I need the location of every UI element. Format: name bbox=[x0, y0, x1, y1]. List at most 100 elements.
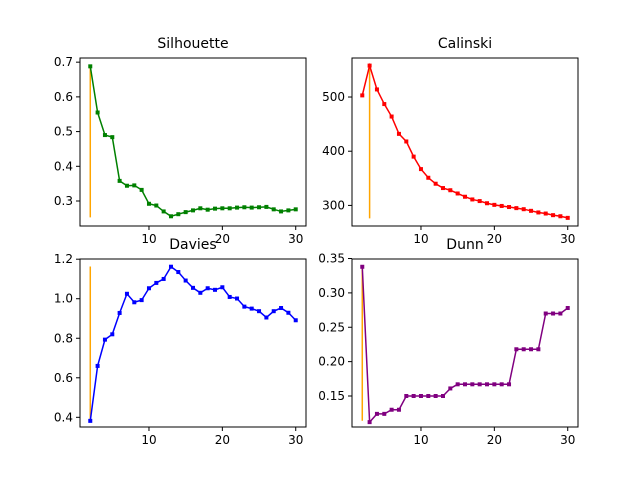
davies-y-tick-label: 0.4 bbox=[54, 410, 73, 424]
silhouette-point bbox=[132, 183, 137, 188]
davies-point bbox=[124, 291, 129, 296]
calinski-point bbox=[536, 210, 541, 215]
davies-point bbox=[235, 296, 240, 301]
dunn-point bbox=[396, 407, 401, 412]
silhouette-point bbox=[183, 210, 188, 215]
davies-y-tick-label: 1.2 bbox=[54, 252, 73, 266]
davies-x-tick-label: 20 bbox=[215, 433, 230, 447]
davies-point bbox=[132, 300, 137, 305]
dunn-x-tick-label: 30 bbox=[560, 433, 575, 447]
silhouette-point bbox=[293, 207, 298, 212]
calinski-point bbox=[543, 211, 548, 216]
dunn-x-tick-label: 20 bbox=[487, 433, 502, 447]
calinski-x-tick-label: 20 bbox=[487, 232, 502, 246]
silhouette-point bbox=[235, 205, 240, 210]
dunn-point bbox=[404, 394, 409, 398]
dunn-panel: 10 20 30 0.15 0.20 0.25 0.30 0.35 Dunn bbox=[318, 237, 579, 447]
silhouette-point bbox=[102, 133, 107, 138]
silhouette-point bbox=[139, 187, 144, 192]
dunn-point bbox=[455, 382, 460, 387]
dunn-point bbox=[367, 420, 372, 425]
davies-point bbox=[88, 418, 93, 423]
calinski-point bbox=[440, 186, 445, 191]
silhouette-point bbox=[95, 110, 100, 115]
davies-point bbox=[220, 285, 225, 290]
dunn-point bbox=[433, 394, 438, 398]
silhouette-point bbox=[227, 206, 232, 211]
dunn-point bbox=[558, 311, 563, 316]
dunn-point bbox=[529, 347, 534, 352]
dunn-title: Dunn bbox=[446, 237, 483, 253]
davies-point bbox=[198, 290, 203, 295]
dunn-y-tick-label: 0.35 bbox=[318, 252, 345, 266]
silhouette-point bbox=[205, 207, 210, 212]
dunn-point bbox=[507, 382, 512, 387]
calinski-x-tick-label: 10 bbox=[413, 232, 428, 246]
silhouette-y-tick-label: 0.3 bbox=[54, 194, 73, 208]
dunn-point bbox=[463, 382, 467, 387]
silhouette-point bbox=[198, 206, 203, 211]
calinski-point bbox=[367, 63, 372, 68]
dunn-point bbox=[536, 347, 541, 352]
davies-point bbox=[183, 278, 188, 283]
silhouette-point bbox=[176, 212, 181, 217]
calinski-point bbox=[396, 131, 401, 136]
silhouette-point bbox=[110, 135, 115, 140]
dunn-point bbox=[360, 264, 365, 269]
davies-point bbox=[154, 280, 159, 285]
silhouette-x-tick-label: 30 bbox=[288, 232, 303, 246]
silhouette-point bbox=[257, 205, 262, 210]
calinski-point bbox=[411, 154, 416, 159]
silhouette-point bbox=[117, 178, 122, 183]
silhouette-series-line bbox=[89, 66, 296, 218]
calinski-point bbox=[360, 93, 365, 98]
silhouette-title: Silhouette bbox=[157, 36, 228, 52]
calinski-y-tick-label: 300 bbox=[322, 198, 345, 212]
calinski-point bbox=[470, 197, 475, 202]
calinski-panel: 10 20 30 300 400 500 Calinski bbox=[322, 36, 579, 246]
calinski-title: Calinski bbox=[438, 36, 492, 52]
calinski-point bbox=[426, 175, 431, 180]
davies-point bbox=[249, 306, 254, 311]
dunn-x-tick-label: 10 bbox=[413, 433, 428, 447]
dunn-y-tick-label: 0.30 bbox=[318, 286, 345, 300]
silhouette-axes-frame bbox=[79, 57, 307, 227]
davies-point bbox=[227, 294, 232, 299]
calinski-point bbox=[529, 208, 534, 213]
davies-point bbox=[257, 309, 262, 314]
silhouette-point bbox=[213, 206, 218, 211]
silhouette-point bbox=[154, 203, 159, 208]
calinski-point bbox=[418, 167, 423, 172]
calinski-point bbox=[477, 199, 482, 204]
davies-point bbox=[279, 306, 284, 311]
dunn-y-tick-label: 0.25 bbox=[318, 320, 345, 334]
calinski-y-tick-label: 400 bbox=[322, 144, 345, 158]
dunn-point bbox=[470, 382, 475, 387]
dunn-point bbox=[389, 407, 394, 412]
davies-point bbox=[271, 309, 276, 314]
calinski-point bbox=[455, 191, 460, 196]
dunn-series-line bbox=[361, 266, 569, 424]
davies-point bbox=[110, 332, 115, 337]
davies-point bbox=[146, 286, 151, 291]
silhouette-panel: 10 20 30 0.3 0.4 0.5 0.6 0.7 Silhouette bbox=[54, 36, 307, 246]
silhouette-point bbox=[242, 205, 247, 210]
silhouette-y-tick-label: 0.6 bbox=[54, 90, 73, 104]
silhouette-point bbox=[88, 64, 93, 69]
dunn-point bbox=[514, 347, 519, 352]
davies-x-tick-label: 30 bbox=[288, 433, 303, 447]
davies-x-tick-label: 10 bbox=[141, 433, 156, 447]
silhouette-x-tick-label: 20 bbox=[215, 232, 230, 246]
dunn-point bbox=[448, 386, 453, 391]
davies-point bbox=[95, 363, 100, 368]
dunn-point bbox=[411, 394, 416, 398]
davies-point bbox=[205, 286, 210, 291]
davies-point bbox=[286, 310, 291, 315]
silhouette-point bbox=[286, 208, 291, 213]
davies-point bbox=[117, 310, 122, 315]
silhouette-x-tick-label: 10 bbox=[141, 232, 156, 246]
dunn-point bbox=[565, 306, 570, 311]
calinski-point bbox=[433, 181, 438, 186]
davies-point bbox=[264, 315, 269, 320]
